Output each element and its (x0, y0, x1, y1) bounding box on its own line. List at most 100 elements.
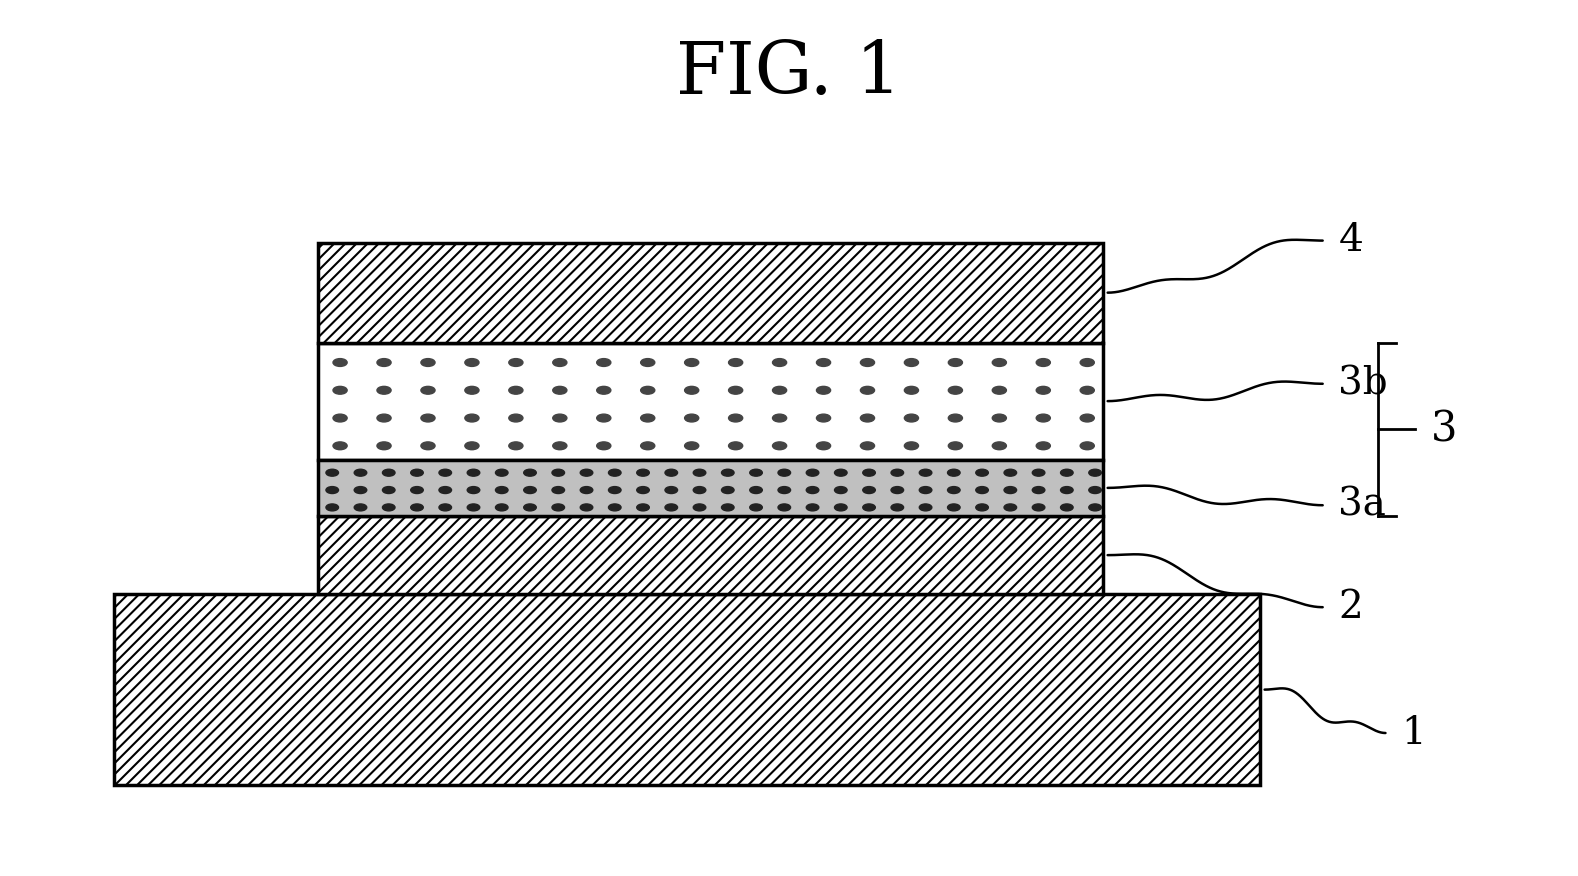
Circle shape (421, 358, 436, 366)
Circle shape (778, 504, 791, 511)
Circle shape (948, 358, 963, 366)
Circle shape (421, 414, 436, 422)
Circle shape (596, 414, 611, 422)
Circle shape (1037, 414, 1051, 422)
Circle shape (920, 486, 933, 493)
Circle shape (750, 504, 762, 511)
Circle shape (993, 358, 1007, 366)
Circle shape (685, 358, 699, 366)
Text: FIG. 1: FIG. 1 (677, 39, 901, 110)
Text: 3a: 3a (1338, 487, 1385, 524)
Circle shape (806, 486, 819, 493)
Circle shape (773, 414, 787, 422)
Circle shape (508, 414, 522, 422)
Circle shape (641, 386, 655, 394)
Circle shape (975, 470, 988, 477)
Circle shape (1004, 504, 1016, 511)
Circle shape (596, 358, 611, 366)
Circle shape (382, 470, 394, 477)
Circle shape (685, 386, 699, 394)
Circle shape (1032, 486, 1045, 493)
Circle shape (377, 386, 391, 394)
Circle shape (816, 358, 830, 366)
Circle shape (333, 442, 347, 449)
Circle shape (947, 504, 959, 511)
Circle shape (778, 486, 791, 493)
Circle shape (863, 486, 876, 493)
Text: 1: 1 (1401, 715, 1427, 752)
Circle shape (685, 414, 699, 422)
Circle shape (466, 386, 480, 394)
Circle shape (467, 470, 480, 477)
Text: 2: 2 (1338, 589, 1363, 625)
Bar (319, 516, 1103, 594)
Circle shape (729, 386, 743, 394)
Circle shape (773, 386, 787, 394)
Circle shape (948, 442, 963, 449)
Circle shape (993, 386, 1007, 394)
Circle shape (778, 470, 791, 477)
Circle shape (353, 470, 366, 477)
Circle shape (948, 414, 963, 422)
Circle shape (860, 358, 874, 366)
Circle shape (467, 504, 480, 511)
Circle shape (377, 414, 391, 422)
Circle shape (333, 386, 347, 394)
Circle shape (693, 504, 705, 511)
Circle shape (495, 504, 508, 511)
Circle shape (495, 470, 508, 477)
Circle shape (773, 442, 787, 449)
Circle shape (863, 470, 876, 477)
Circle shape (806, 470, 819, 477)
Circle shape (552, 386, 567, 394)
Bar (319, 243, 1103, 343)
Circle shape (1060, 470, 1073, 477)
Circle shape (524, 470, 537, 477)
Circle shape (904, 414, 918, 422)
Circle shape (353, 504, 366, 511)
Circle shape (947, 486, 959, 493)
Circle shape (1081, 386, 1094, 394)
Circle shape (860, 386, 874, 394)
Circle shape (693, 470, 705, 477)
Circle shape (552, 504, 565, 511)
Circle shape (333, 358, 347, 366)
Circle shape (729, 442, 743, 449)
Circle shape (993, 442, 1007, 449)
Circle shape (685, 442, 699, 449)
Circle shape (467, 486, 480, 493)
Circle shape (609, 504, 622, 511)
Circle shape (1060, 504, 1073, 511)
Circle shape (1037, 386, 1051, 394)
Circle shape (581, 470, 593, 477)
Circle shape (552, 486, 565, 493)
Circle shape (377, 358, 391, 366)
Circle shape (1089, 486, 1101, 493)
Circle shape (947, 470, 959, 477)
Circle shape (439, 486, 451, 493)
Circle shape (596, 386, 611, 394)
Circle shape (439, 504, 451, 511)
Circle shape (892, 504, 904, 511)
Bar (114, 594, 1259, 785)
Circle shape (1089, 470, 1101, 477)
Circle shape (773, 358, 787, 366)
Circle shape (466, 414, 480, 422)
Circle shape (920, 504, 933, 511)
Text: 3: 3 (1431, 408, 1458, 450)
Circle shape (721, 504, 734, 511)
Circle shape (1037, 442, 1051, 449)
Circle shape (439, 470, 451, 477)
Circle shape (1004, 470, 1016, 477)
Circle shape (377, 442, 391, 449)
Circle shape (892, 486, 904, 493)
Circle shape (1004, 486, 1016, 493)
Circle shape (641, 358, 655, 366)
Circle shape (816, 414, 830, 422)
Circle shape (806, 504, 819, 511)
Circle shape (693, 486, 705, 493)
Circle shape (552, 358, 567, 366)
Circle shape (508, 442, 522, 449)
Circle shape (421, 386, 436, 394)
Circle shape (1081, 442, 1094, 449)
